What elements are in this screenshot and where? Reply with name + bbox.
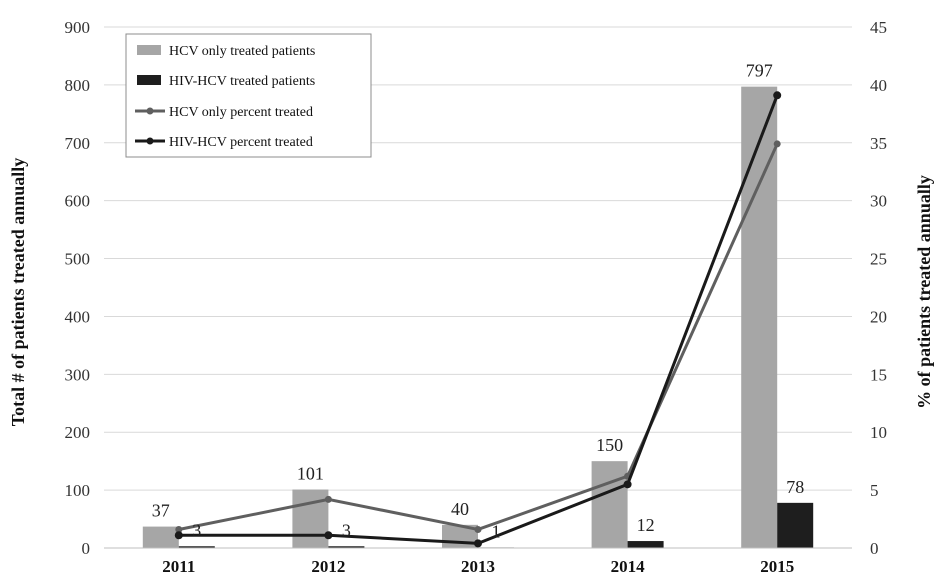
x-tick-label: 2011: [162, 557, 195, 575]
y-tick-label: 300: [65, 365, 91, 384]
y-tick-label: 700: [65, 134, 91, 153]
bar-value-label: 40: [451, 499, 469, 519]
lines: [174, 91, 782, 548]
bar-hiv-hcv: [777, 502, 814, 548]
bar-value-label: 1: [492, 521, 501, 541]
y2-tick-label: 15: [870, 365, 887, 384]
line-point: [324, 495, 332, 503]
line-hcv-only-percent: [178, 143, 779, 532]
bar-hiv-hcv: [178, 546, 215, 548]
line-point: [474, 539, 482, 548]
legend-label: HIV-HCV treated patients: [169, 74, 315, 89]
bar-value-label: 78: [786, 477, 804, 497]
x-tick-label: 2013: [461, 557, 495, 575]
legend-marker: [146, 107, 154, 115]
y2-axis-title: % of patients treated annually: [914, 175, 934, 409]
bar-value-label: 12: [637, 515, 655, 535]
legend-label: HCV only treated patients: [169, 44, 315, 59]
y2-tick-label: 10: [870, 423, 887, 442]
line-hiv-hcv-percent: [178, 94, 779, 545]
y2-tick-label: 0: [870, 539, 879, 558]
y2-tick-label: 30: [870, 192, 887, 211]
bar-value-label: 797: [746, 61, 773, 81]
bar-hiv-hcv: [627, 541, 664, 548]
x-tick-label: 2015: [760, 557, 794, 575]
y2-tick-label: 5: [870, 481, 879, 500]
y2-tick-label: 25: [870, 250, 887, 269]
bars: [142, 86, 814, 549]
bar-value-label: 3: [192, 520, 201, 540]
bar-hiv-hcv: [328, 546, 365, 548]
line-point: [623, 480, 632, 489]
y2-tick-label: 35: [870, 134, 887, 153]
legend-swatch: [137, 75, 161, 85]
x-tick-label: 2012: [311, 557, 345, 575]
y-tick-label: 0: [82, 539, 91, 558]
bar-value-label: 3: [342, 520, 351, 540]
line-point: [324, 531, 333, 540]
legend-label: HCV only percent treated: [169, 105, 313, 120]
y-tick-label: 100: [65, 481, 91, 500]
y-tick-label: 200: [65, 423, 91, 442]
y2-tick-label: 45: [870, 18, 887, 37]
y-tick-label: 400: [65, 307, 91, 326]
bar-hcv-only: [142, 526, 179, 548]
y-tick-label: 600: [65, 192, 91, 211]
legend-swatch: [137, 45, 161, 55]
legend-box: [125, 33, 372, 158]
line-point: [474, 525, 482, 533]
bar-hcv-only: [591, 461, 628, 548]
legend-marker: [146, 137, 154, 145]
axes: 0 100 200 300 400 500 600 700 800 900 0 5 10 15 20 25 30…: [65, 18, 888, 575]
line-point: [773, 91, 782, 100]
y-axis-title: Total # of patients treated annually: [8, 158, 28, 427]
legend: HCV only treated patients HIV-HCV treated…: [125, 33, 372, 158]
legend-label: HIV-HCV percent treated: [169, 135, 313, 150]
y-tick-label: 900: [65, 18, 91, 37]
bar-hcv-only: [292, 489, 329, 548]
y-tick-label: 800: [65, 76, 91, 95]
line-point: [174, 531, 183, 540]
y-tick-label: 500: [65, 250, 91, 269]
line-point: [175, 525, 183, 533]
bar-hcv-only: [741, 86, 778, 549]
data-labels: 37 3 101 3 40 1 150 12 797 78: [152, 61, 804, 542]
bar-value-label: 150: [596, 435, 623, 455]
line-point: [773, 140, 781, 148]
bar-value-label: 101: [297, 464, 324, 484]
x-tick-label: 2014: [611, 557, 646, 575]
bar-value-label: 37: [152, 501, 170, 521]
y2-tick-label: 40: [870, 76, 887, 95]
y2-tick-label: 20: [870, 307, 887, 326]
